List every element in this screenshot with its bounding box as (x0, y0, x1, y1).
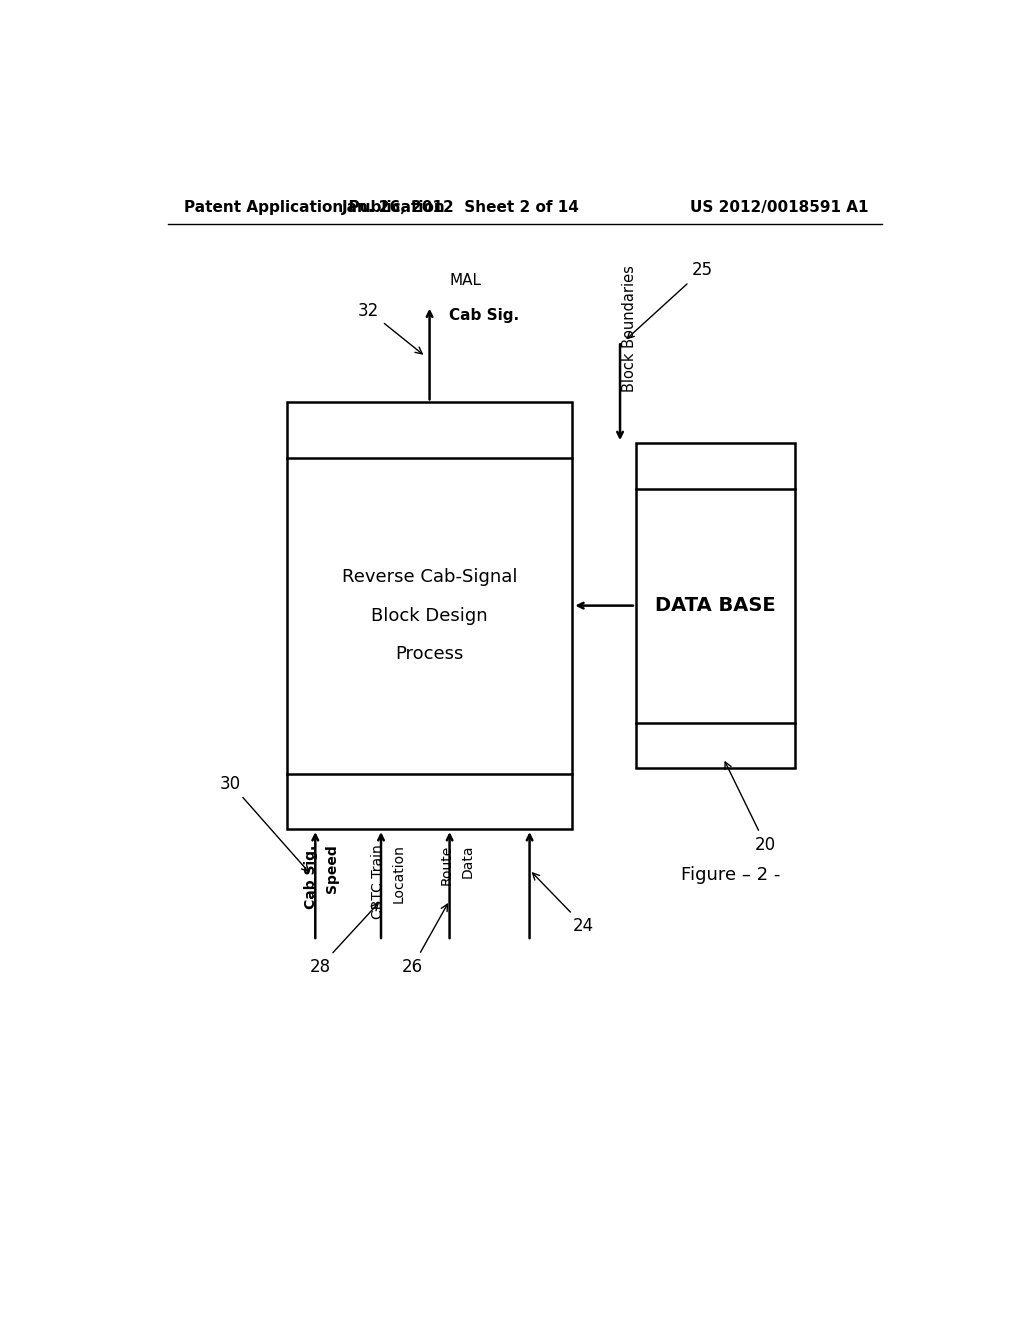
Text: Figure – 2 -: Figure – 2 - (681, 866, 781, 884)
Text: CBTC Train: CBTC Train (372, 845, 385, 919)
Text: Block Boundaries: Block Boundaries (622, 265, 637, 392)
Text: Location: Location (392, 845, 407, 903)
Text: DATA BASE: DATA BASE (655, 597, 775, 615)
Text: US 2012/0018591 A1: US 2012/0018591 A1 (689, 199, 868, 215)
Text: Patent Application Publication: Patent Application Publication (183, 199, 444, 215)
Text: 25: 25 (628, 261, 713, 338)
Text: 32: 32 (358, 302, 422, 354)
Text: Process: Process (395, 645, 464, 664)
Text: 28: 28 (309, 904, 378, 975)
Text: Speed: Speed (325, 845, 339, 894)
Text: Reverse Cab-Signal: Reverse Cab-Signal (342, 568, 517, 586)
Text: Data: Data (461, 845, 475, 878)
Bar (636, 444, 795, 768)
Text: 26: 26 (402, 904, 447, 975)
Text: 30: 30 (220, 775, 308, 871)
Text: Cab Sig.: Cab Sig. (450, 309, 519, 323)
Text: 24: 24 (532, 873, 594, 935)
Text: Jan. 26, 2012  Sheet 2 of 14: Jan. 26, 2012 Sheet 2 of 14 (342, 199, 581, 215)
Text: MAL: MAL (450, 273, 481, 288)
Text: Route: Route (440, 845, 454, 884)
Text: 20: 20 (725, 762, 776, 854)
Bar (287, 403, 572, 829)
Text: Cab Sig.: Cab Sig. (304, 845, 318, 908)
Text: Block Design: Block Design (372, 607, 487, 624)
